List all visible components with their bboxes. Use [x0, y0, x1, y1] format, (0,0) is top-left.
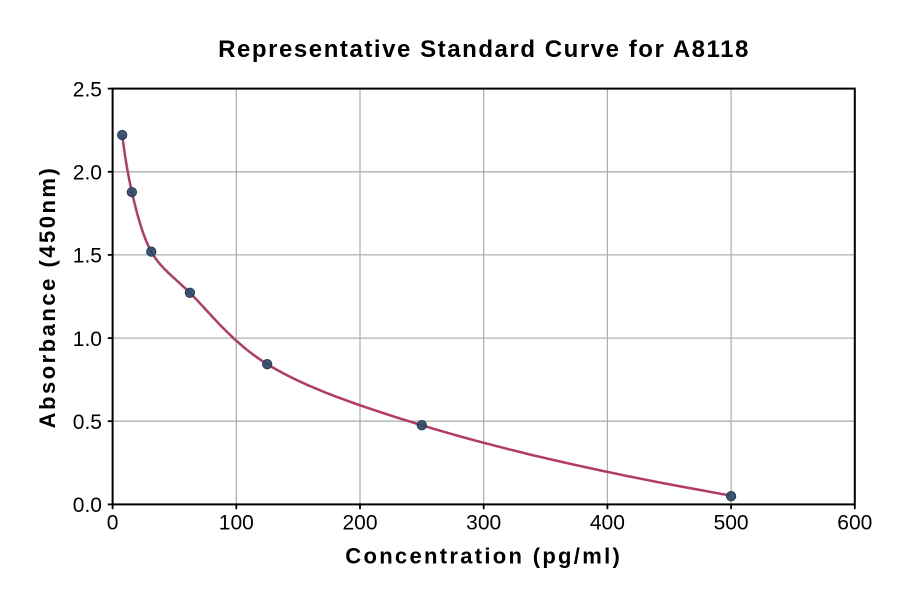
svg-text:2.0: 2.0	[73, 162, 102, 185]
svg-text:400: 400	[590, 512, 625, 535]
svg-text:0: 0	[107, 512, 119, 535]
svg-text:300: 300	[466, 512, 501, 535]
svg-text:1.5: 1.5	[73, 245, 102, 268]
svg-text:Representative Standard Curve: Representative Standard Curve for A8118	[218, 36, 750, 63]
svg-text:0.0: 0.0	[73, 494, 102, 517]
svg-text:600: 600	[837, 512, 872, 535]
svg-text:500: 500	[714, 512, 749, 535]
svg-text:1.0: 1.0	[73, 328, 102, 351]
svg-text:2.5: 2.5	[73, 78, 102, 101]
svg-text:0.5: 0.5	[73, 411, 102, 434]
svg-text:200: 200	[342, 512, 377, 535]
svg-text:Concentration (pg/ml): Concentration (pg/ml)	[345, 544, 622, 569]
svg-text:Absorbance (450nm): Absorbance (450nm)	[35, 166, 60, 429]
svg-text:100: 100	[219, 512, 254, 535]
